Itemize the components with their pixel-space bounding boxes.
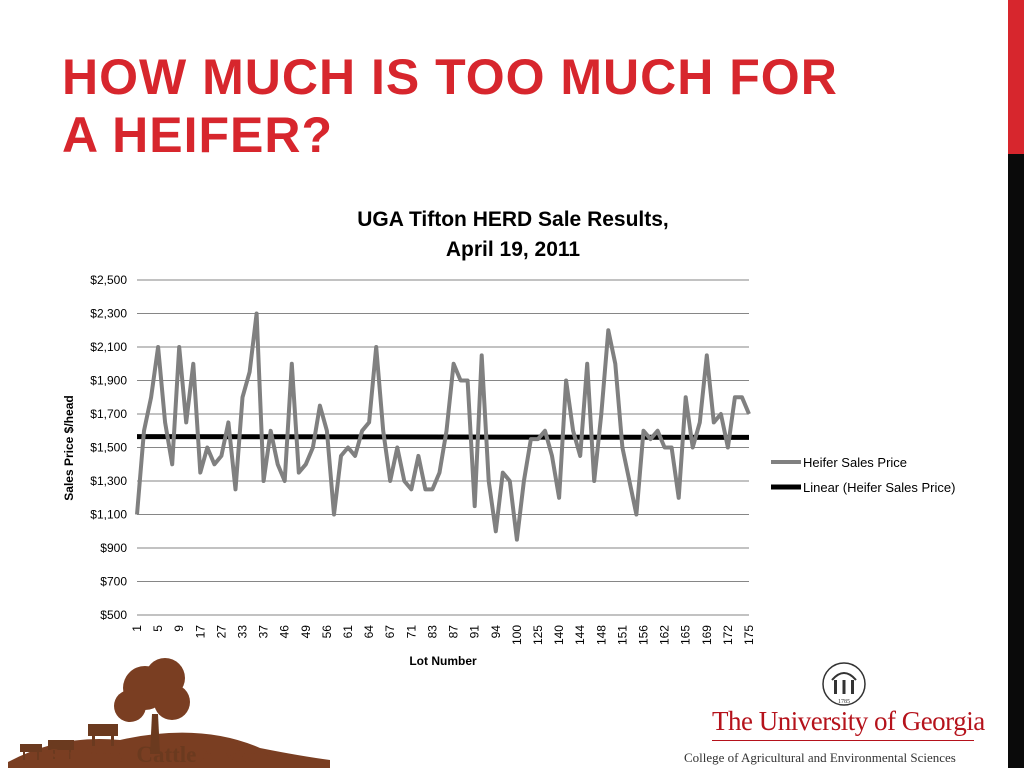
x-tick-label: 125: [531, 625, 545, 645]
y-tick-label: $900: [100, 541, 127, 555]
logo-word-southeast: Southeast: [48, 745, 132, 767]
y-axis-title: Sales Price $/head: [62, 395, 76, 500]
y-tick-label: $1,900: [90, 374, 127, 388]
y-tick-label: $2,500: [90, 273, 127, 287]
chart-title-line-2: April 19, 2011: [446, 238, 581, 261]
uga-seal-year: 1785: [838, 699, 850, 705]
x-tick-label: 27: [214, 625, 228, 639]
x-tick-label: 56: [320, 625, 334, 639]
logo-word-cattle: Cattle: [136, 742, 197, 767]
y-tick-label: $1,700: [90, 407, 127, 421]
y-tick-label: $700: [100, 575, 127, 589]
x-tick-label: 33: [236, 625, 250, 639]
x-axis-title: Lot Number: [409, 654, 477, 668]
x-axis-ticks: 1 5 9 17 27 33 37 46 49 56 61 64 67 71 83 87 91 94 100 125 1…: [130, 625, 756, 645]
logo-tree-trunk-icon: [150, 714, 160, 754]
y-tick-label: $1,100: [90, 508, 127, 522]
slide-title: HOW MUCH IS TOO MUCH FOR A HEIFER?: [62, 48, 962, 164]
y-axis-ticks: $500 $700 $900 $1,100 $1,300 $1,500 $1,700 $1,9…: [90, 273, 127, 622]
legend: Heifer Sales Price Linear (Heifer Sales …: [771, 455, 955, 495]
x-tick-label: 94: [489, 625, 503, 639]
sales-line-chart: UGA Tifton HERD Sale Results, April 19, …: [62, 208, 955, 668]
x-tick-label: 46: [278, 625, 292, 639]
side-accent-bar-red: [1008, 0, 1024, 154]
slide-title-line-2: A HEIFER?: [62, 107, 334, 163]
chart-title-line-1: UGA Tifton HERD Sale Results,: [357, 208, 669, 231]
logo-calf-icon: [20, 744, 42, 760]
y-tick-label: $2,100: [90, 340, 127, 354]
x-tick-label: 64: [362, 625, 376, 639]
x-tick-label: 165: [679, 625, 693, 645]
x-tick-label: 49: [299, 625, 313, 639]
x-tick-label: 83: [425, 625, 439, 639]
x-tick-label: 87: [447, 625, 461, 639]
x-tick-label: 5: [151, 625, 165, 632]
x-tick-label: 144: [573, 625, 587, 645]
x-tick-label: 100: [510, 625, 524, 645]
x-tick-label: 67: [383, 625, 397, 639]
southeast-cattle-advisor-logo: [8, 658, 330, 768]
university-divider: [712, 740, 974, 741]
college-name: College of Agricultural and Environmenta…: [684, 750, 956, 765]
x-tick-label: 140: [552, 625, 566, 645]
x-tick-label: 1: [130, 625, 144, 632]
logo-ground-icon: [8, 732, 330, 768]
x-tick-label: 156: [636, 625, 650, 645]
y-tick-label: $2,300: [90, 307, 127, 321]
logo-wordmark: Southeast Cattle Advisor: [48, 742, 268, 768]
heifer-price-line: [135, 311, 751, 542]
x-tick-label: 162: [658, 625, 672, 645]
legend-label-heifer-price: Heifer Sales Price: [803, 455, 907, 470]
x-tick-label: 151: [615, 625, 629, 645]
y-tick-label: $1,500: [90, 441, 127, 455]
x-tick-label: 37: [257, 625, 271, 639]
logo-word-advisor: Advisor: [200, 745, 269, 767]
x-tick-label: 9: [172, 625, 186, 632]
y-tick-label: $500: [100, 608, 127, 622]
uga-arch-seal-icon: 1785: [822, 662, 866, 706]
legend-label-trend: Linear (Heifer Sales Price): [803, 480, 955, 495]
x-tick-label: 175: [742, 625, 756, 645]
x-tick-label: 172: [721, 625, 735, 645]
y-tick-label: $1,300: [90, 474, 127, 488]
slide-title-line-1: HOW MUCH IS TOO MUCH FOR: [62, 49, 838, 105]
logo-cow-icon: [88, 724, 118, 746]
side-accent-bar-black: [1008, 154, 1024, 768]
x-tick-label: 17: [193, 625, 207, 639]
university-name: The University of Georgia: [712, 706, 985, 736]
x-tick-label: 148: [594, 625, 608, 645]
x-tick-label: 61: [341, 625, 355, 639]
x-tick-label: 71: [404, 625, 418, 639]
x-tick-label: 169: [700, 625, 714, 645]
x-tick-label: 91: [468, 625, 482, 639]
